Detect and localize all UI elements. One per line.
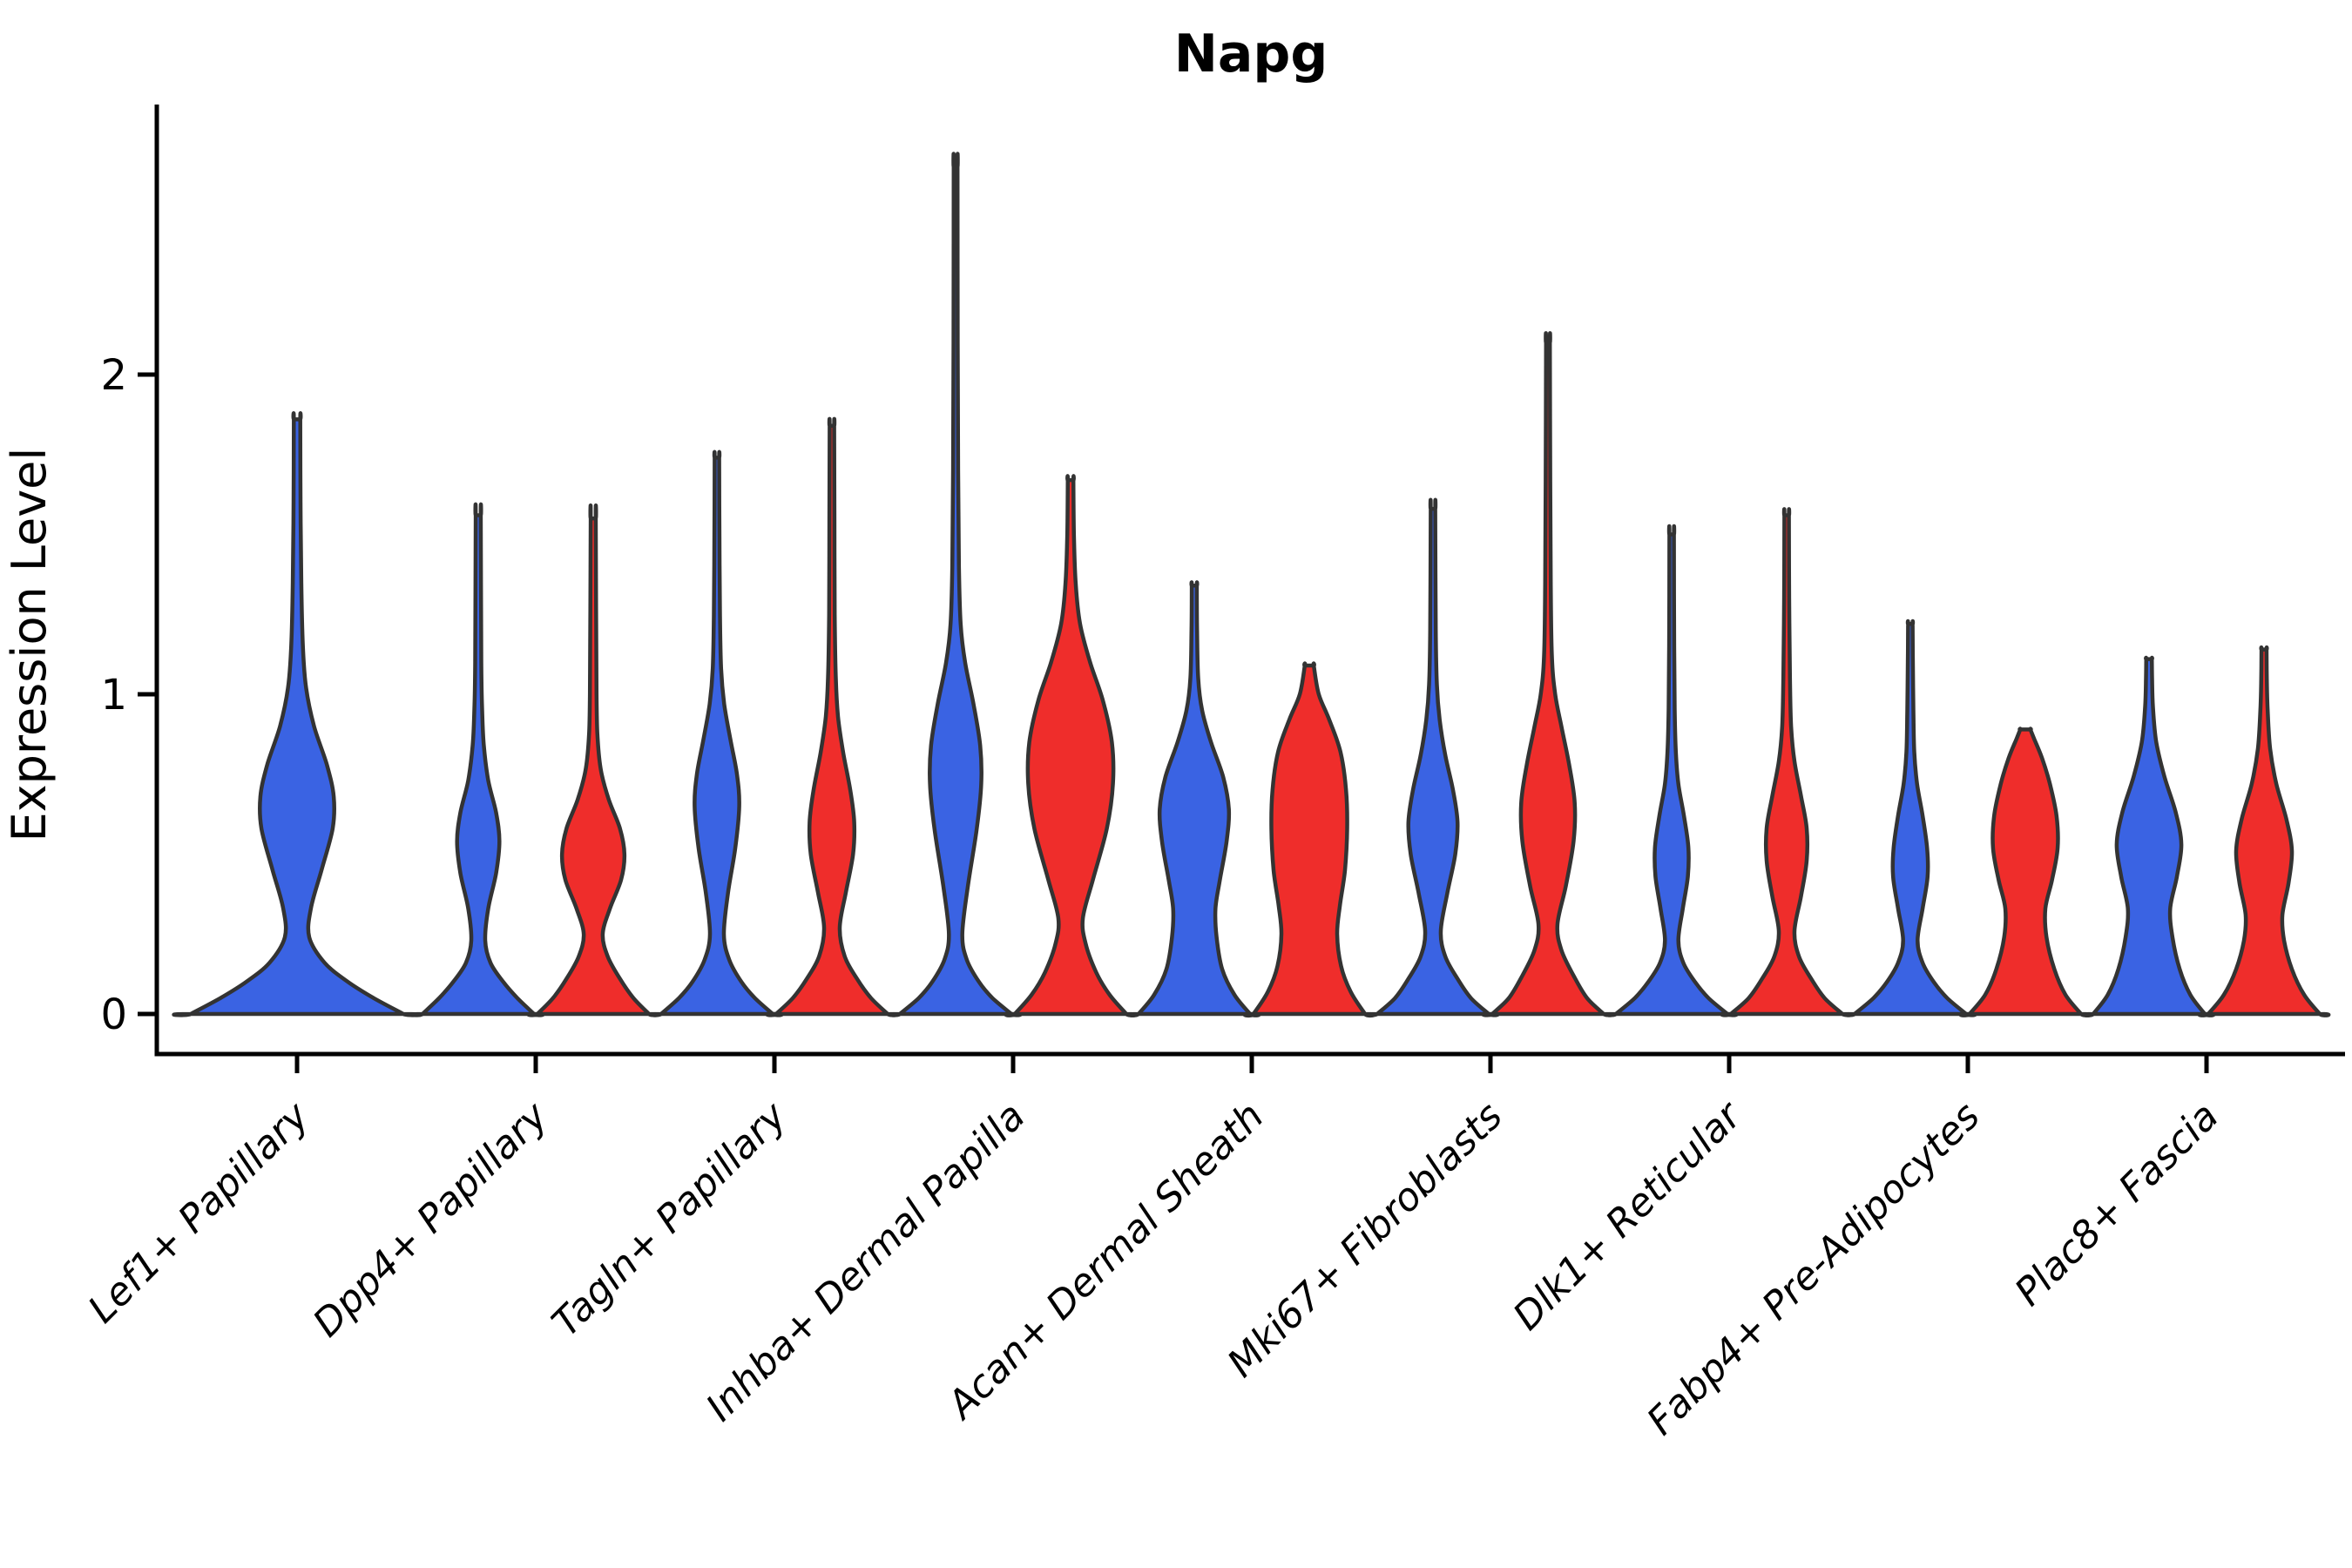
y-axis-label: Expression Level [2, 448, 57, 842]
x-tick-label-8: Plac8+ Fascia [2006, 1094, 2227, 1315]
y-tick-labels: 0 1 2 [100, 351, 127, 1039]
violin-blue-group-5 [1366, 497, 1500, 1017]
violin-red-group-7 [1958, 727, 2092, 1017]
violin-red-group-4 [1242, 661, 1376, 1018]
violin-blue-group-2 [650, 449, 784, 1017]
violin-blue-group-8 [2082, 655, 2216, 1017]
violin-blue-group-0 [172, 411, 422, 1017]
violin-red-group-8 [2197, 645, 2331, 1017]
violin-blue-group-4 [1127, 580, 1261, 1017]
x-tick-label-5: Mki67+ Fibroblasts [1219, 1094, 1511, 1386]
violin-red-group-3 [1004, 474, 1138, 1017]
x-tick-label-0: Lef1+ Papillary [80, 1093, 319, 1332]
violin-blue-group-3 [889, 152, 1023, 1017]
violin-blue-group-7 [1843, 618, 1977, 1017]
axes [138, 105, 2345, 1073]
violin-red-group-2 [765, 416, 899, 1017]
violin-red-group-5 [1481, 331, 1615, 1017]
y-tick-label-1: 1 [100, 671, 127, 720]
violins-layer [172, 152, 2331, 1018]
x-tick-label-2: Tagln+ Papillary [544, 1093, 795, 1345]
y-tick-label-2: 2 [100, 351, 127, 400]
violin-blue-group-6 [1605, 524, 1739, 1017]
x-tick-label-6: Dlk1+ Reticular [1504, 1092, 1751, 1339]
violin-red-group-6 [1720, 507, 1854, 1017]
violin-blue-group-1 [411, 502, 545, 1017]
x-tick-label-1: Dpp4+ Papillary [305, 1093, 558, 1346]
violin-red-group-1 [526, 503, 660, 1017]
chart-title: Napg [1174, 24, 1328, 84]
y-tick-label-0: 0 [100, 990, 127, 1039]
